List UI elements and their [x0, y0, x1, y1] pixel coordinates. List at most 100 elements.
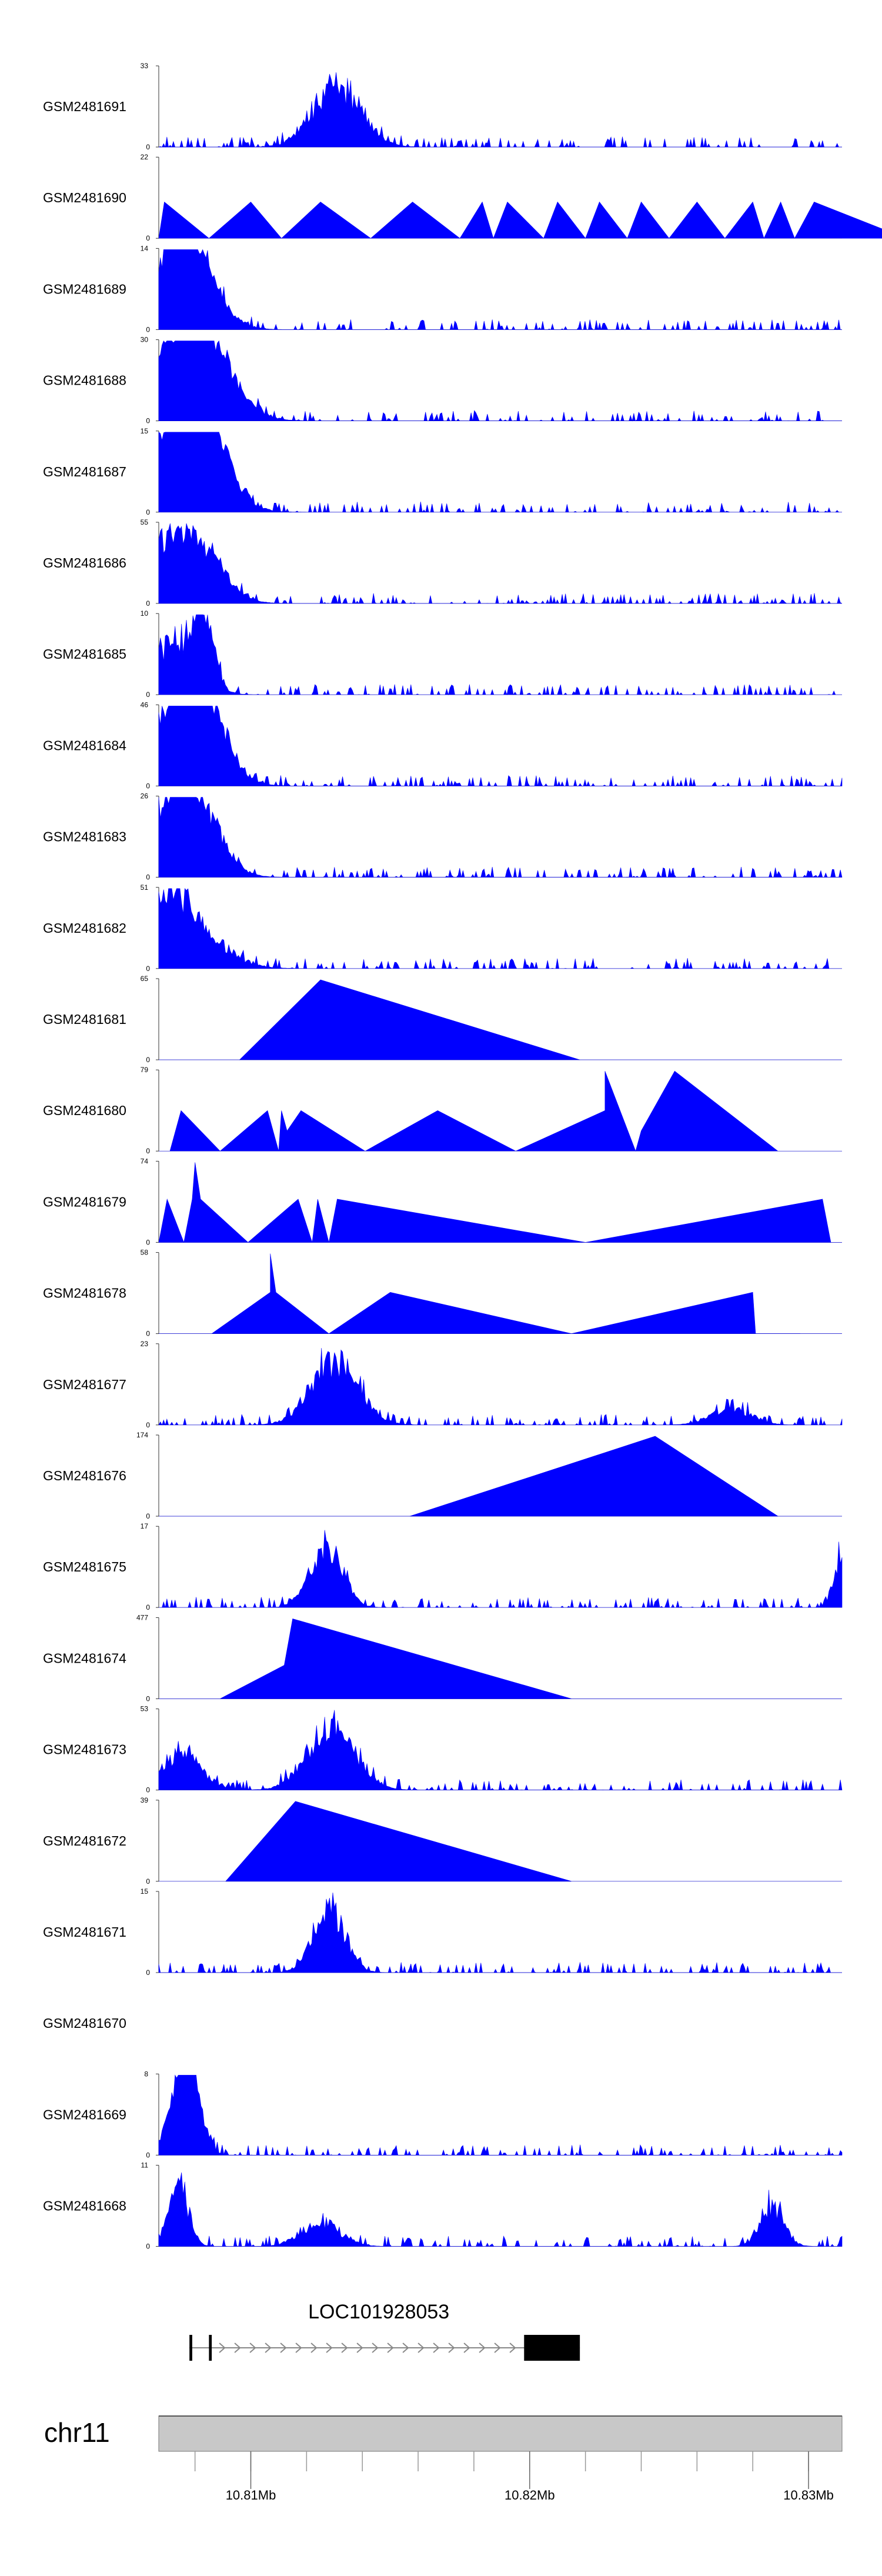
track-label: GSM2481690: [43, 190, 126, 205]
y-zero-label: 0: [146, 2243, 150, 2251]
track-label: GSM2481681: [43, 1012, 126, 1027]
gene-name: LOC101928053: [308, 2301, 449, 2323]
coverage-area-GSM2481687: [158, 432, 842, 513]
track-label: GSM2481676: [43, 1468, 126, 1483]
y-zero-label: 0: [146, 1603, 150, 1611]
y-max-label: 46: [141, 700, 149, 709]
y-zero-label: 0: [146, 1786, 150, 1794]
track-label: GSM2481672: [43, 1833, 126, 1848]
track-GSM2481677: GSM2481677 23 0: [43, 1340, 843, 1429]
track-label: GSM2481668: [43, 2198, 126, 2214]
track-label: GSM2481677: [43, 1377, 126, 1392]
track-label: GSM2481673: [43, 1742, 126, 1757]
y-max-label: 477: [136, 1613, 148, 1621]
y-zero-label: 0: [146, 965, 150, 973]
track-label: GSM2481683: [43, 829, 126, 845]
exon-1: [189, 2335, 192, 2361]
strand-arrow: [219, 2343, 226, 2353]
y-zero-label: 0: [146, 782, 150, 790]
strand-arrow: [463, 2343, 470, 2353]
coverage-tracks: GSM2481691330GSM2481690220GSM2481689140G…: [43, 62, 882, 2251]
y-max-label: 22: [141, 153, 149, 161]
strand-arrow: [326, 2343, 333, 2353]
tick-label: 10.83Mb: [783, 2488, 834, 2502]
coverage-area-GSM2481688: [158, 340, 842, 422]
y-max-label: 33: [141, 62, 149, 70]
coverage-area-GSM2481676: [409, 1436, 779, 1517]
y-max-label: 79: [141, 1066, 149, 1074]
strand-arrow: [295, 2343, 302, 2353]
y-max-label: 15: [141, 1887, 149, 1896]
y-zero-label: 0: [146, 325, 150, 333]
exon-3: [524, 2335, 580, 2361]
y-max-label: 15: [141, 427, 149, 435]
coverage-area-GSM2481674: [220, 1619, 572, 1699]
track-label: GSM2481688: [43, 373, 126, 388]
y-max-label: 58: [141, 1249, 149, 1257]
track-label: GSM2481687: [43, 464, 126, 479]
track-GSM2481671: GSM2481671 15 0: [43, 1887, 842, 1977]
y-zero-label: 0: [146, 2151, 150, 2159]
strand-arrow: [265, 2343, 272, 2353]
coverage-area-GSM2481683: [158, 797, 843, 878]
track-label: GSM2481691: [43, 99, 126, 114]
y-zero-label: 0: [146, 1238, 150, 1246]
track-GSM2481679: GSM2481679 74 0: [43, 1157, 842, 1246]
track-label: GSM2481674: [43, 1650, 126, 1666]
track-label: GSM2481684: [43, 738, 126, 753]
y-zero-label: 0: [146, 1694, 150, 1703]
y-max-label: 8: [144, 2070, 148, 2078]
y-zero-label: 0: [146, 1056, 150, 1064]
y-max-label: 30: [141, 336, 149, 344]
track-GSM2481686: GSM2481686 55 0: [43, 518, 843, 608]
tick-label: 10.82Mb: [505, 2488, 555, 2502]
coverage-area-GSM2481686: [158, 523, 843, 605]
coverage-area-GSM2481671: [158, 1892, 842, 1974]
track-GSM2481690: GSM2481690 22 0: [43, 153, 882, 242]
y-zero-label: 0: [146, 690, 150, 699]
strand-arrow: [448, 2343, 455, 2353]
strand-arrow: [356, 2343, 363, 2353]
track-label: GSM2481678: [43, 1286, 126, 1301]
chromosome-label: chr11: [44, 2417, 110, 2448]
y-max-label: 39: [141, 1796, 149, 1804]
y-zero-label: 0: [146, 417, 150, 425]
track-GSM2481685: GSM2481685 10 0: [43, 609, 842, 699]
y-max-label: 174: [136, 1431, 148, 1439]
track-label: GSM2481680: [43, 1103, 126, 1118]
strand-arrow: [310, 2343, 318, 2353]
track-label: GSM2481670: [43, 2016, 126, 2031]
coverage-area-GSM2481681: [239, 979, 580, 1060]
y-zero-label: 0: [146, 1968, 150, 1977]
track-GSM2481682: GSM2481682 51 0: [43, 883, 842, 973]
strand-arrow: [341, 2343, 348, 2353]
track-GSM2481668: GSM2481668 11 0: [43, 2161, 843, 2251]
coverage-area-GSM2481680: [169, 1070, 779, 1152]
coverage-area-GSM2481682: [158, 888, 842, 969]
track-GSM2481674: GSM2481674 477 0: [43, 1613, 842, 1703]
track-GSM2481678: GSM2481678 58 0: [43, 1249, 842, 1338]
y-max-label: 65: [141, 975, 149, 983]
track-label: GSM2481675: [43, 1559, 126, 1574]
strand-arrow: [402, 2343, 409, 2353]
y-zero-label: 0: [146, 1512, 150, 1520]
y-max-label: 14: [141, 244, 149, 252]
track-label: GSM2481671: [43, 1924, 126, 1940]
coverage-area-GSM2481675: [159, 1530, 843, 1609]
chromosome-axis: chr11 10.81Mb 10.82Mb 10.83Mb: [44, 2415, 843, 2502]
track-GSM2481680: GSM2481680 79 0: [43, 1066, 842, 1155]
y-zero-label: 0: [146, 1877, 150, 1886]
y-max-label: 23: [141, 1340, 149, 1348]
track-label: GSM2481669: [43, 2107, 126, 2122]
strand-arrow: [494, 2343, 501, 2353]
coverage-area-GSM2481684: [158, 706, 843, 787]
y-zero-label: 0: [146, 599, 150, 608]
track-label: GSM2481686: [43, 555, 126, 570]
track-GSM2481688: GSM2481688 30 0: [43, 336, 842, 425]
coverage-area-GSM2481669: [158, 2074, 843, 2156]
y-zero-label: 0: [146, 873, 150, 882]
strand-arrow: [509, 2343, 516, 2353]
y-max-label: 10: [141, 609, 149, 618]
tick-label: 10.81Mb: [226, 2488, 276, 2502]
